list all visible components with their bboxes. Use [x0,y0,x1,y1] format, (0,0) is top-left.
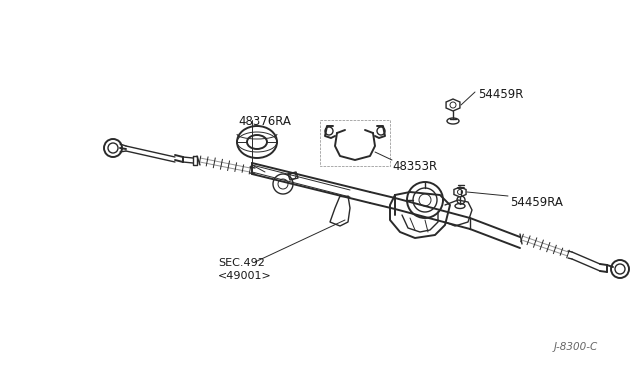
Polygon shape [446,99,460,111]
Text: 54459RA: 54459RA [510,196,563,209]
Circle shape [407,182,443,218]
Text: SEC.492: SEC.492 [218,258,265,268]
Polygon shape [454,187,466,197]
Bar [320,120,390,166]
Text: J-8300-C: J-8300-C [554,342,598,352]
Text: 54459R: 54459R [478,88,524,101]
Circle shape [104,139,122,157]
Text: 48376RA: 48376RA [238,115,291,128]
Text: 48353R: 48353R [392,160,437,173]
Circle shape [611,260,629,278]
Text: <49001>: <49001> [218,271,272,281]
